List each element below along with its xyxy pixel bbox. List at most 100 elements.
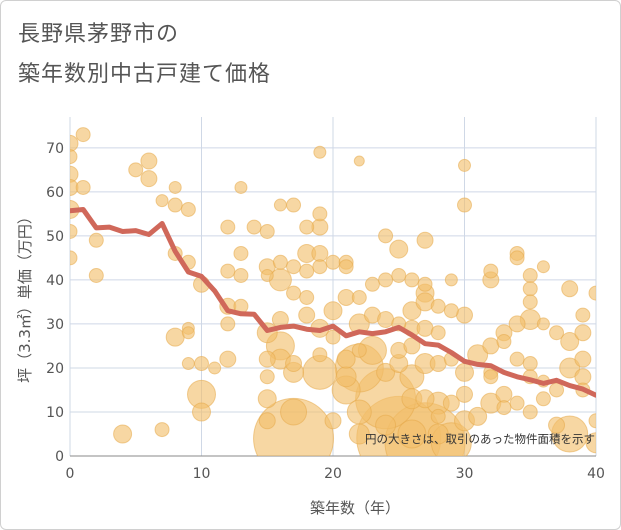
bubble-point bbox=[468, 406, 488, 426]
x-tick-label: 30 bbox=[456, 466, 474, 482]
x-axis-label: 築年数（年） bbox=[310, 499, 400, 517]
bubble-point bbox=[167, 197, 183, 213]
bubble-point bbox=[509, 395, 525, 411]
bubble-point bbox=[272, 254, 288, 270]
bubble-point bbox=[258, 412, 276, 430]
x-tick-label: 40 bbox=[587, 466, 605, 482]
bubble-point bbox=[560, 332, 580, 352]
y-tick-label: 30 bbox=[46, 317, 64, 333]
bubble-point bbox=[417, 276, 433, 292]
bubble-point bbox=[429, 355, 447, 373]
bubble-point bbox=[299, 219, 315, 235]
bubble-point bbox=[286, 285, 302, 301]
bubble-point bbox=[70, 165, 79, 183]
bubble-point bbox=[561, 280, 579, 298]
y-tick-label: 40 bbox=[46, 273, 64, 289]
trend-layer bbox=[70, 207, 596, 398]
bubble-point bbox=[403, 337, 421, 355]
bubble-point bbox=[495, 385, 513, 403]
bubble-point bbox=[181, 357, 195, 371]
bubble-point bbox=[588, 285, 596, 301]
y-axis-label: 坪（3.3㎡）単価（万円） bbox=[16, 209, 34, 383]
bubble-point bbox=[280, 398, 308, 426]
bubble-point bbox=[397, 419, 427, 449]
bubble-point bbox=[442, 394, 460, 412]
bubble-point bbox=[168, 180, 182, 194]
bubble-point bbox=[456, 306, 473, 324]
bubble-point bbox=[496, 334, 512, 350]
bubble-point bbox=[312, 347, 328, 363]
chart-title-line-2: 築年数別中古戸建て価格 bbox=[18, 62, 272, 87]
bubble-point bbox=[482, 337, 500, 355]
bubble-point bbox=[549, 325, 565, 341]
bubble-point bbox=[220, 263, 236, 279]
bubble-point bbox=[509, 250, 525, 266]
bubble-point bbox=[377, 311, 395, 329]
bubble-layer bbox=[70, 127, 596, 456]
bubble-point bbox=[70, 223, 78, 239]
bubble-point bbox=[456, 385, 473, 403]
bubble-point bbox=[549, 382, 565, 398]
bubble-point bbox=[75, 179, 91, 195]
x-tick-label: 0 bbox=[66, 466, 75, 482]
bubble-point bbox=[298, 306, 316, 324]
tick-labels: 0 10 20 30 40 0 10 20 30 40 50 60 70 bbox=[46, 141, 605, 482]
bubble-point bbox=[336, 349, 356, 369]
bubble-point bbox=[140, 170, 158, 188]
bubble-point bbox=[483, 263, 499, 279]
bubble-point bbox=[70, 178, 79, 196]
bubble-point bbox=[88, 267, 104, 283]
bubble-point bbox=[364, 276, 380, 292]
bubble-point bbox=[443, 303, 459, 319]
bubble-point bbox=[574, 324, 592, 342]
bubble-point bbox=[522, 294, 538, 310]
bubble-point bbox=[208, 361, 222, 375]
bubble-point bbox=[155, 194, 169, 208]
x-tick-label: 20 bbox=[324, 466, 342, 482]
bubble-point bbox=[522, 281, 538, 297]
bubble-point bbox=[335, 366, 357, 388]
bubble-point bbox=[522, 356, 538, 372]
average-price-line bbox=[70, 207, 596, 398]
bubble-point bbox=[299, 290, 315, 306]
bubble-point bbox=[154, 422, 170, 438]
bubble-point bbox=[181, 326, 195, 340]
bubble-point bbox=[246, 219, 262, 235]
bubble-point bbox=[260, 268, 274, 282]
bubble-point bbox=[233, 267, 249, 283]
bubble-point bbox=[574, 368, 592, 386]
bubble-point bbox=[548, 416, 566, 434]
bubble-point bbox=[348, 423, 370, 445]
bubble-point bbox=[70, 250, 78, 266]
bubble-point bbox=[522, 404, 538, 420]
y-tick-label: 20 bbox=[46, 361, 64, 377]
bubble-point bbox=[416, 231, 434, 249]
bubble-point bbox=[219, 350, 237, 368]
bubble-point bbox=[128, 162, 144, 178]
y-tick-label: 70 bbox=[46, 141, 64, 157]
bubble-point bbox=[483, 369, 499, 385]
bubble-point bbox=[402, 301, 422, 321]
bubble-point bbox=[70, 149, 78, 165]
bubble-point bbox=[312, 259, 328, 275]
bubble-point bbox=[194, 356, 209, 372]
bubble-size-note: 円の大きさは、取引のあった物件面積を示す bbox=[365, 432, 595, 446]
bubble-point bbox=[325, 254, 341, 270]
bubble-point bbox=[588, 413, 596, 429]
bubble-point bbox=[455, 362, 474, 382]
bubble-point bbox=[75, 127, 91, 143]
bubble-point bbox=[312, 206, 328, 222]
bubble-point bbox=[574, 350, 592, 368]
bubble-point bbox=[457, 197, 472, 213]
bubble-point bbox=[234, 180, 248, 194]
bubble-point bbox=[192, 402, 211, 422]
bubble-point bbox=[180, 201, 196, 217]
bubble-point bbox=[353, 155, 365, 167]
bubble-point bbox=[535, 391, 551, 407]
bubble-point bbox=[389, 239, 409, 259]
bubble-point bbox=[522, 267, 538, 283]
bubble-point bbox=[286, 259, 302, 275]
bubble-point bbox=[585, 432, 596, 454]
bubble-point bbox=[416, 319, 434, 337]
